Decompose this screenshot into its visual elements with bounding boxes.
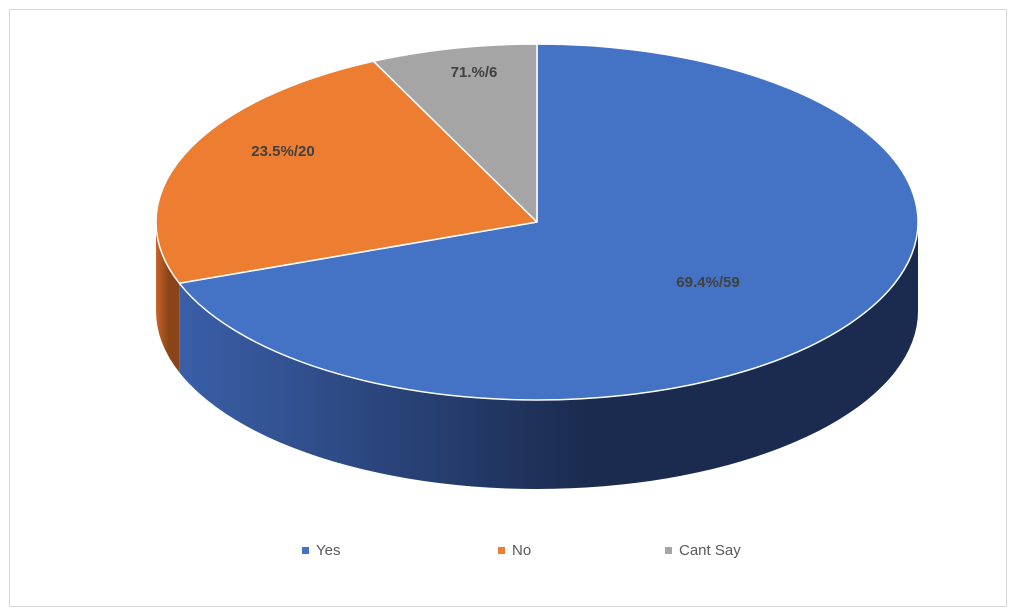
data-label-no: 23.5%/20 bbox=[251, 143, 314, 160]
data-label-yes: 69.4%/59 bbox=[676, 274, 739, 291]
data-label-cant-say: 71.%/6 bbox=[451, 64, 498, 81]
pie-slice-cant-say bbox=[372, 43, 538, 223]
legend: Yes No Cant Say bbox=[0, 542, 1011, 566]
pie-sides bbox=[156, 222, 919, 489]
legend-swatch-yes bbox=[302, 547, 309, 554]
legend-label-cant-say: Cant Say bbox=[679, 542, 741, 559]
pie-tops bbox=[155, 43, 919, 401]
legend-swatch-no bbox=[498, 547, 505, 554]
legend-item-no: No bbox=[498, 542, 531, 559]
pie-side-no bbox=[156, 222, 180, 373]
pie-slice-no bbox=[155, 60, 538, 284]
pie-slice-yes bbox=[178, 43, 919, 401]
pie-labels: 69.4%/59 23.5%/20 71.%/6 bbox=[251, 64, 739, 291]
pie-side-yes bbox=[179, 222, 919, 489]
legend-label-yes: Yes bbox=[316, 542, 341, 559]
legend-swatch-cant-say bbox=[665, 547, 672, 554]
legend-item-cant-say: Cant Say bbox=[665, 542, 741, 559]
legend-label-no: No bbox=[512, 542, 532, 559]
legend-item-yes: Yes bbox=[302, 542, 340, 559]
